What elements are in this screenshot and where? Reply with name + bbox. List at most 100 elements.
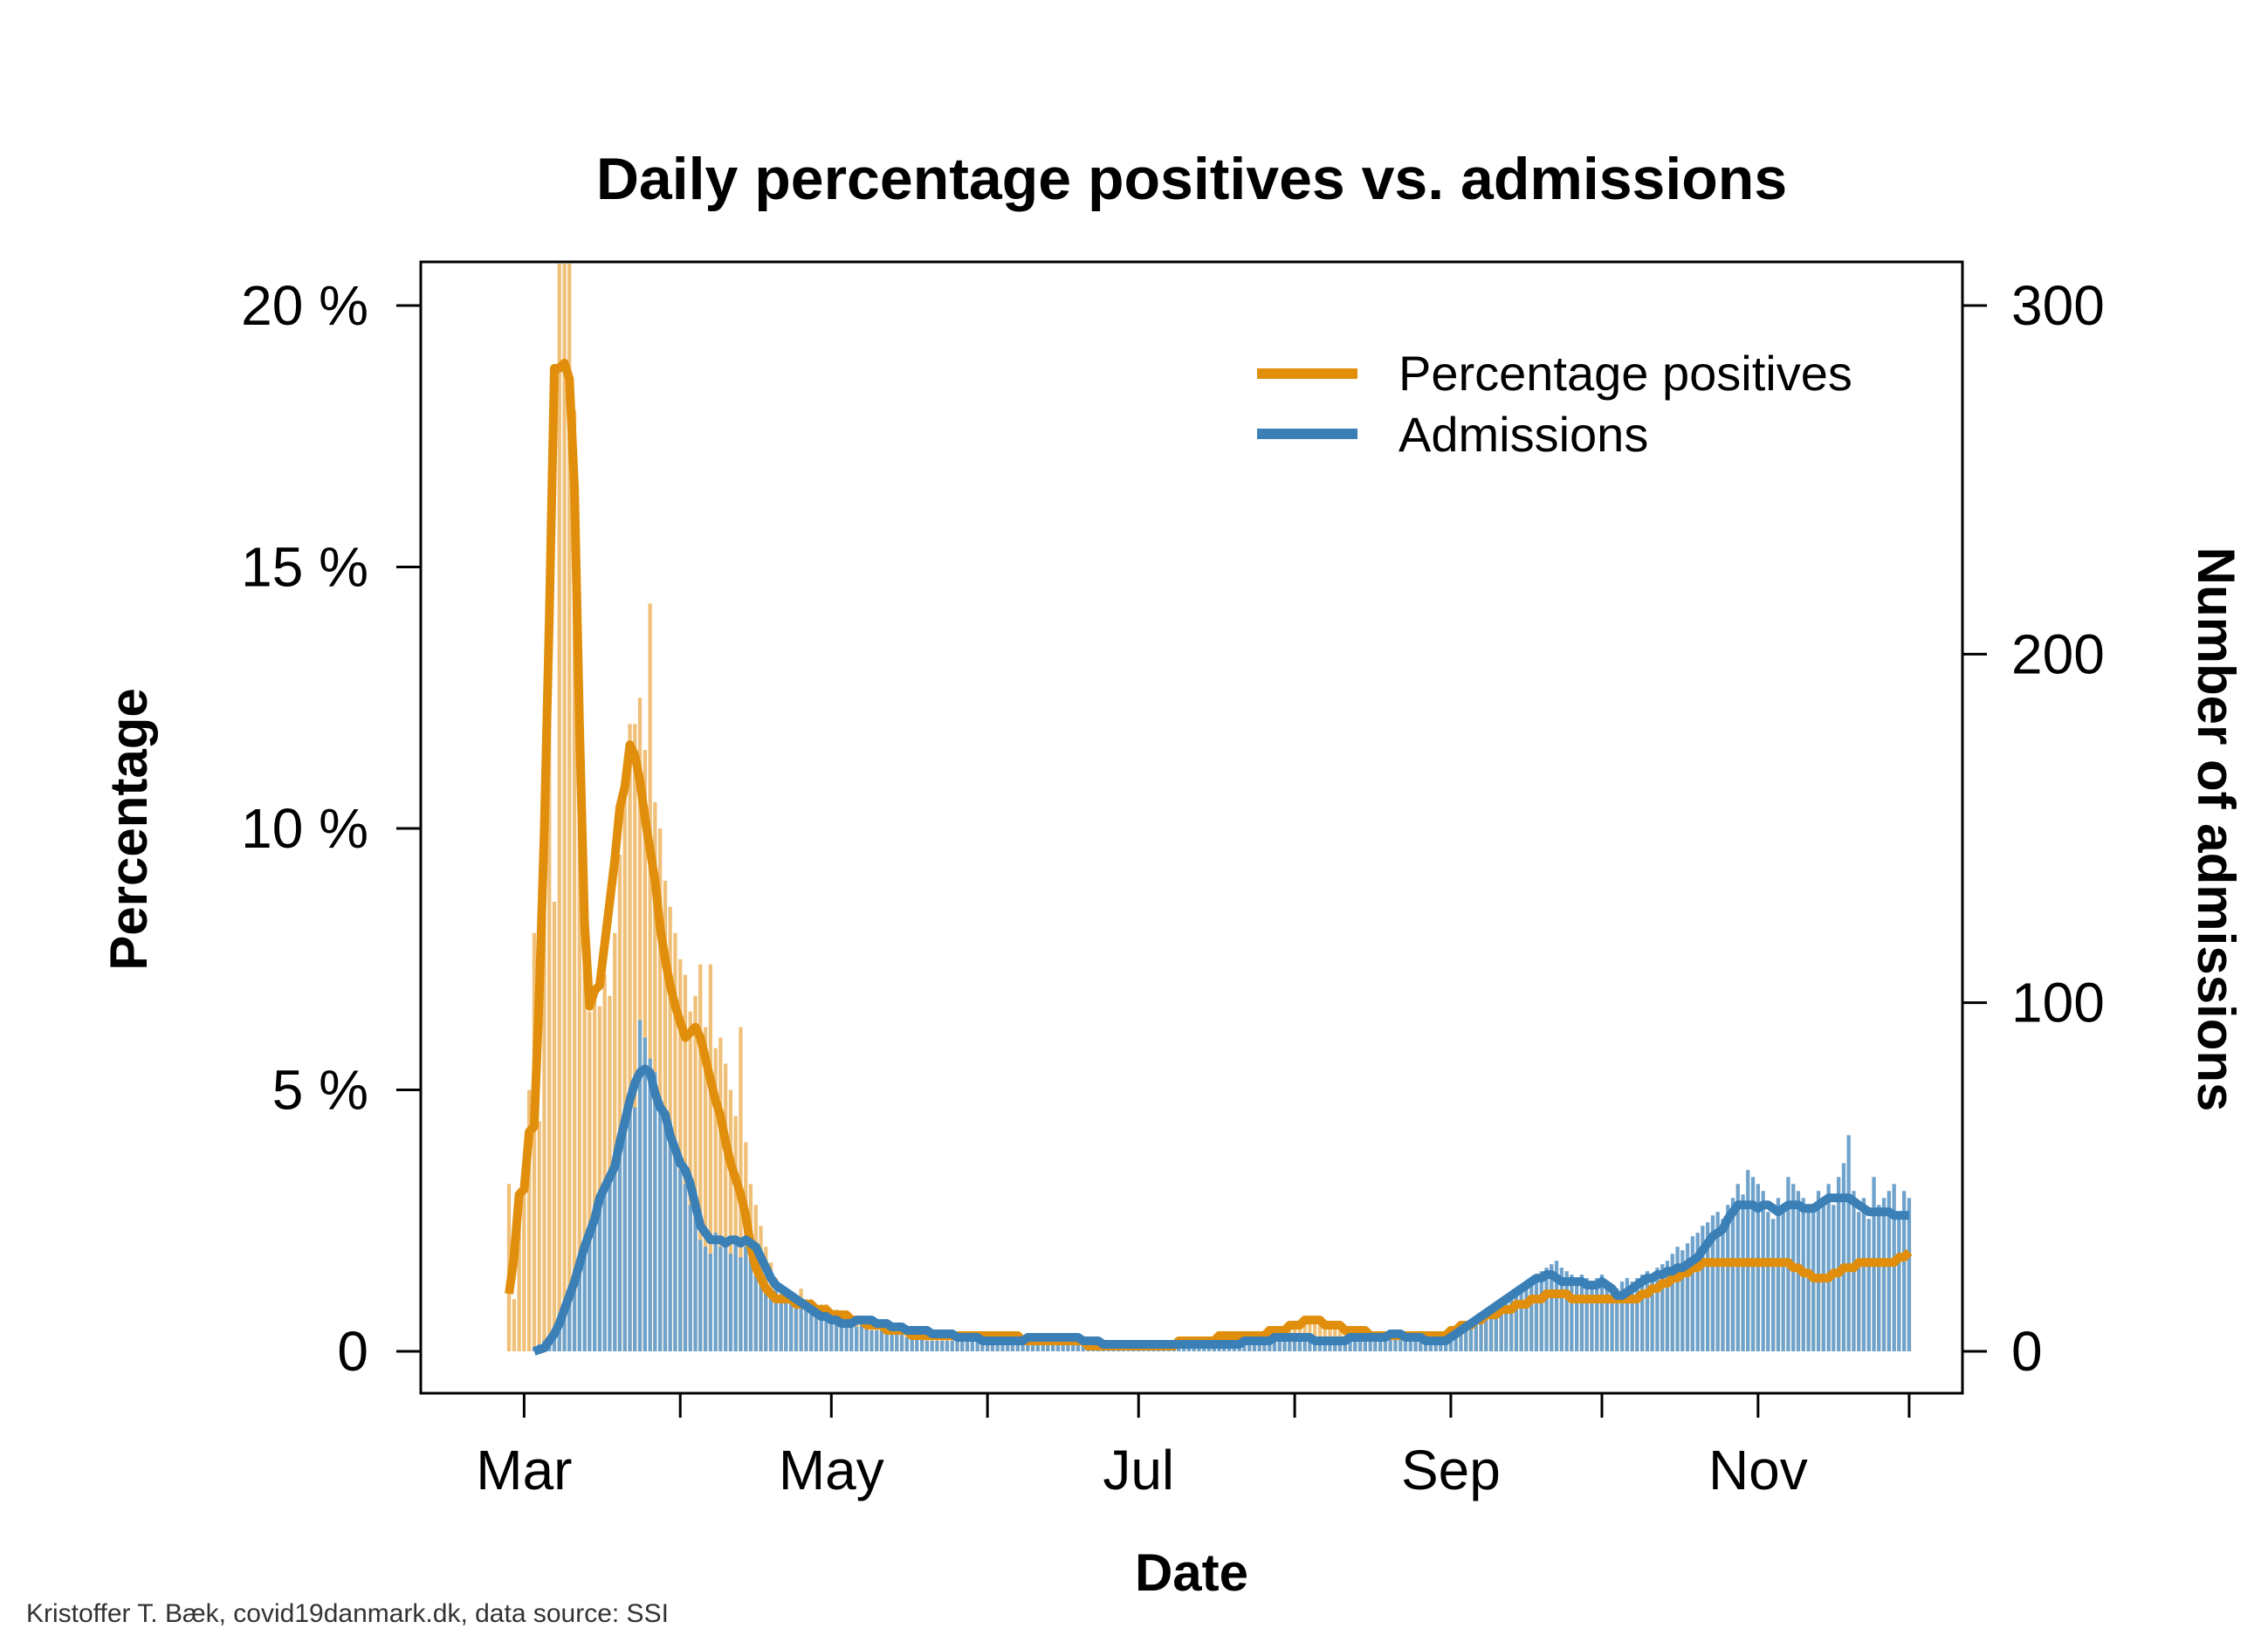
admissions-bar: [1403, 1337, 1408, 1351]
admissions-bar: [784, 1299, 788, 1351]
plot-area: [419, 260, 1964, 1395]
admissions-bar: [688, 1205, 692, 1351]
admissions-bar: [950, 1341, 954, 1351]
percentage-bar: [562, 264, 567, 1351]
admissions-bar: [733, 1243, 738, 1351]
admissions-bar: [1504, 1295, 1509, 1351]
admissions-bar: [1353, 1337, 1357, 1351]
admissions-bar: [879, 1330, 884, 1351]
admissions-bar: [1685, 1243, 1690, 1351]
admissions-bar: [1897, 1212, 1901, 1351]
y-tick-label: 20 %: [241, 274, 368, 337]
admissions-bar: [718, 1247, 723, 1351]
admissions-bar: [1499, 1299, 1503, 1351]
admissions-bar: [910, 1337, 914, 1351]
y2-tick-label: 100: [2011, 972, 2105, 1034]
x-tick-label: Sep: [1401, 1439, 1501, 1501]
percentage-bar: [602, 974, 607, 1351]
admissions-bar: [1399, 1337, 1403, 1351]
admissions-bar: [1710, 1215, 1715, 1351]
admissions-bar: [1695, 1233, 1700, 1351]
admissions-bar: [1781, 1205, 1785, 1351]
admissions-bar: [1026, 1341, 1030, 1351]
percentage-bar: [597, 1006, 602, 1351]
admissions-bar: [1524, 1281, 1529, 1351]
admissions-bar: [1071, 1344, 1076, 1351]
percentage-bar: [1317, 1320, 1323, 1351]
admissions-bar: [935, 1341, 939, 1351]
admissions-bar: [588, 1236, 592, 1351]
admissions-bar: [713, 1233, 718, 1351]
admissions-bar: [1776, 1198, 1781, 1351]
percentage-bars: [506, 264, 1912, 1352]
admissions-bar: [1277, 1337, 1282, 1351]
admissions-bar: [1550, 1264, 1554, 1351]
admissions-bar: [986, 1341, 990, 1351]
percentage-bar: [713, 1048, 718, 1351]
percentage-bar: [532, 932, 537, 1351]
admissions-bar: [562, 1313, 567, 1351]
admissions-bar: [683, 1184, 688, 1351]
percentage-bar: [728, 1089, 733, 1351]
admissions-bar: [895, 1334, 899, 1351]
admissions-bar: [643, 1037, 647, 1351]
x-axis: Mar May Jul Sep Nov: [476, 1393, 1911, 1501]
admissions-bar: [844, 1327, 849, 1351]
admissions-line: [533, 1064, 1909, 1356]
admissions-bar: [1570, 1275, 1574, 1351]
admissions-bar: [1761, 1191, 1765, 1351]
admissions-bar: [1257, 1341, 1261, 1351]
source-caption: Kristoffer T. Bæk, covid19danmark.dk, da…: [26, 1599, 669, 1628]
admissions-bar: [1519, 1285, 1523, 1351]
admissions-bar: [1846, 1135, 1851, 1351]
admissions-bar: [678, 1170, 683, 1351]
admissions-bar: [1534, 1275, 1539, 1351]
admissions-bar: [1494, 1302, 1498, 1351]
percentage-bar: [708, 964, 712, 1351]
admissions-bar: [764, 1281, 768, 1351]
admissions-bar: [965, 1341, 970, 1351]
admissions-bar: [1756, 1184, 1760, 1351]
admissions-bar: [1051, 1344, 1055, 1351]
admissions-bar: [1010, 1341, 1015, 1351]
admissions-bar: [1514, 1288, 1519, 1351]
y-tick-label: 15 %: [241, 536, 368, 599]
admissions-bar: [1706, 1222, 1710, 1351]
admissions-bar: [1308, 1337, 1312, 1351]
admissions-bar: [1378, 1337, 1383, 1351]
admissions-bar: [904, 1337, 909, 1351]
percentage-bar: [724, 1063, 728, 1351]
percentage-bar: [622, 766, 627, 1351]
y-tick-label: 0: [337, 1320, 368, 1383]
admissions-bar: [1484, 1309, 1488, 1351]
percentage-bar: [517, 1199, 521, 1351]
admissions-bar: [1640, 1275, 1645, 1351]
admissions-bar: [1861, 1198, 1866, 1351]
admissions-bar: [1816, 1191, 1821, 1351]
admissions-bar: [875, 1330, 879, 1351]
admissions-bar: [1595, 1278, 1599, 1351]
admissions-bar: [1675, 1247, 1680, 1351]
percentage-bar: [547, 593, 552, 1351]
admissions-bar: [1488, 1306, 1494, 1351]
percentage-bar: [582, 958, 587, 1352]
admissions-bar: [809, 1309, 814, 1351]
admissions-bar: [1599, 1275, 1605, 1351]
y2-tick-label: 0: [2011, 1320, 2043, 1383]
admissions-bar: [1575, 1278, 1579, 1351]
admissions-bar: [1006, 1341, 1010, 1351]
percentage-bar: [633, 724, 637, 1351]
admissions-bar: [859, 1323, 864, 1351]
admissions-bar: [1509, 1292, 1514, 1351]
admissions-bar: [698, 1240, 703, 1351]
admissions-bar: [1268, 1341, 1272, 1351]
admissions-bar: [855, 1327, 859, 1351]
admissions-bar: [1419, 1337, 1423, 1351]
admissions-bar: [572, 1288, 577, 1351]
admissions-bar: [1625, 1278, 1629, 1351]
admissions-bar: [1826, 1184, 1831, 1351]
y2-tick-label: 200: [2011, 622, 2105, 685]
admissions-bar: [869, 1330, 874, 1351]
admissions-bar: [1015, 1341, 1020, 1351]
admissions-bar: [1292, 1337, 1297, 1351]
